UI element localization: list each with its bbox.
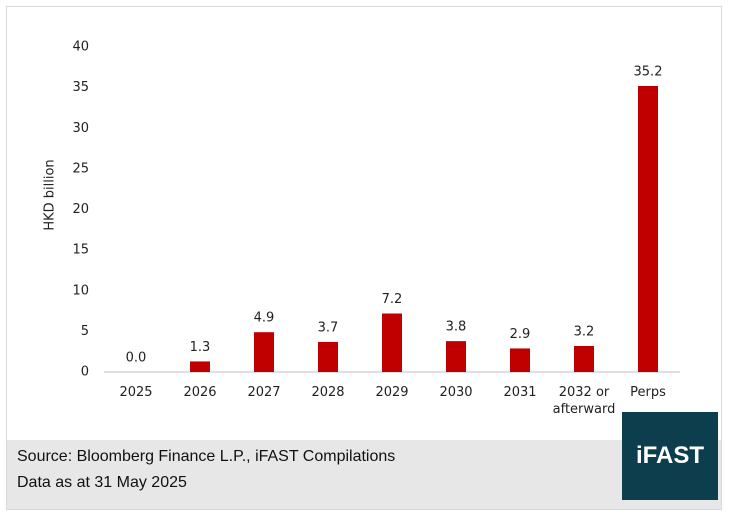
x-tick-label: 2026 <box>183 385 217 400</box>
y-tick-label: 35 <box>72 80 89 95</box>
y-tick-label: 30 <box>72 121 89 136</box>
data-label: 7.2 <box>382 292 403 307</box>
y-tick-label: 10 <box>72 283 89 298</box>
x-tick-label: 2027 <box>247 385 281 400</box>
x-tick-label: 2030 <box>439 385 473 400</box>
bar <box>254 332 274 372</box>
x-tick-label: 2032 or afterward <box>552 385 616 417</box>
data-label: 35.2 <box>634 65 663 80</box>
data-label: 1.3 <box>190 340 211 355</box>
bar <box>190 361 210 372</box>
chart: HKD billion 0 5 10 15 20 25 30 35 40 0.0 1.3 4.9 3.7… <box>43 40 680 380</box>
data-label: 2.9 <box>510 327 531 342</box>
bar <box>382 313 402 372</box>
source-text: Source: Bloomberg Finance L.P., iFAST Co… <box>17 448 396 465</box>
data-label: 0.0 <box>126 351 147 366</box>
x-tick-label: 2025 <box>119 385 153 400</box>
y-tick-label: 25 <box>72 161 89 176</box>
bar <box>318 341 338 372</box>
data-label: 4.9 <box>254 311 275 326</box>
data-label: 3.7 <box>318 320 339 335</box>
logo: iFAST <box>622 412 718 500</box>
y-tick-label: 0 <box>81 365 89 380</box>
note-text: Data as at 31 May 2025 <box>17 474 187 491</box>
bar <box>638 86 658 372</box>
y-axis-label: HKD billion <box>43 159 58 230</box>
y-tick-label: 15 <box>72 243 89 258</box>
footer: Source: Bloomberg Finance L.P., iFAST Co… <box>7 440 721 509</box>
x-tick-label: 2028 <box>311 385 345 400</box>
y-tick-label: 40 <box>72 40 89 55</box>
y-tick-label: 20 <box>72 202 89 217</box>
x-tick-label: 2031 <box>503 385 537 400</box>
bar <box>446 341 466 372</box>
data-label: 3.2 <box>574 325 595 340</box>
frame <box>6 6 722 510</box>
bar <box>510 348 530 372</box>
x-tick-label: Perps <box>630 385 666 400</box>
x-tick-label: 2029 <box>375 385 409 400</box>
bar <box>574 346 594 372</box>
y-tick-label: 5 <box>81 324 89 339</box>
data-label: 3.8 <box>446 320 467 335</box>
